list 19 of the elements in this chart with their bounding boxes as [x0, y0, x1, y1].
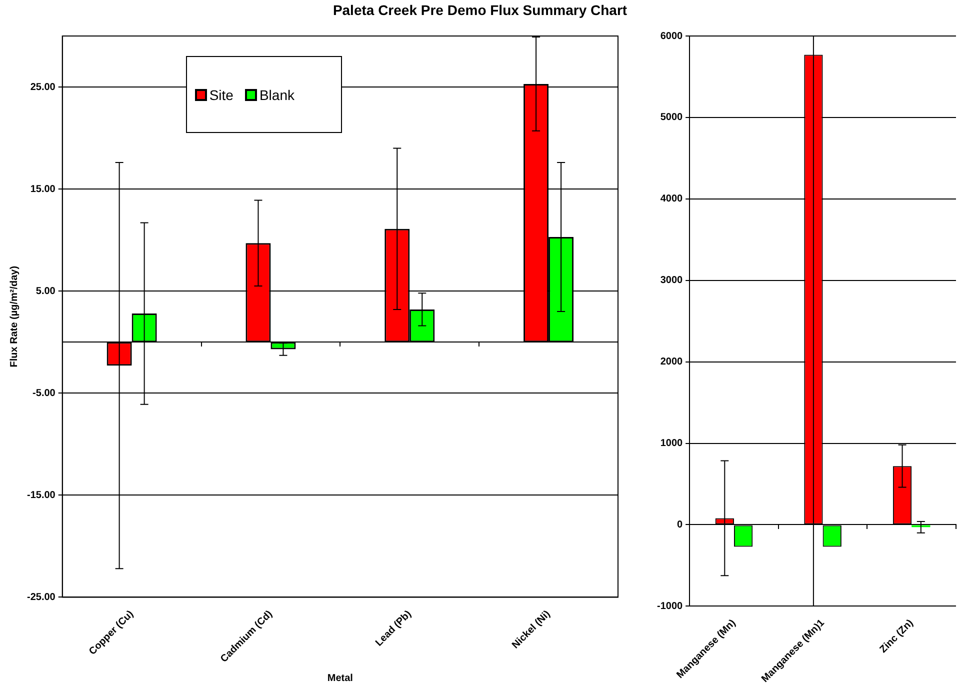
y-tick-label: 25.00 — [30, 82, 56, 93]
y-tick-label: -5.00 — [32, 388, 56, 399]
y-tick-label: -25.00 — [26, 592, 56, 603]
y-tick-label: -15.00 — [26, 490, 56, 501]
y-tick-label: 5000 — [660, 112, 684, 124]
y-tick-label: 3000 — [660, 275, 684, 286]
legend-label: Site — [209, 86, 234, 102]
y-tick-label: 0 — [677, 519, 684, 530]
x-axis-title: Metal — [327, 672, 354, 684]
y-axis-title: Flux Rate (µg/m²/day) — [8, 266, 20, 368]
y-tick-label: 2000 — [660, 356, 684, 368]
legend-label: Blank — [259, 86, 294, 102]
y-tick-label: 6000 — [660, 30, 684, 42]
y-tick-label: 15.00 — [30, 184, 56, 195]
y-tick-label: 1000 — [660, 438, 684, 450]
y-tick-label: 5.00 — [36, 286, 56, 297]
chart-title: Paleta Creek Pre Demo Flux Summary Chart — [332, 2, 628, 18]
y-tick-label: 4000 — [660, 194, 684, 205]
y-tick-label: -1000 — [657, 600, 684, 612]
